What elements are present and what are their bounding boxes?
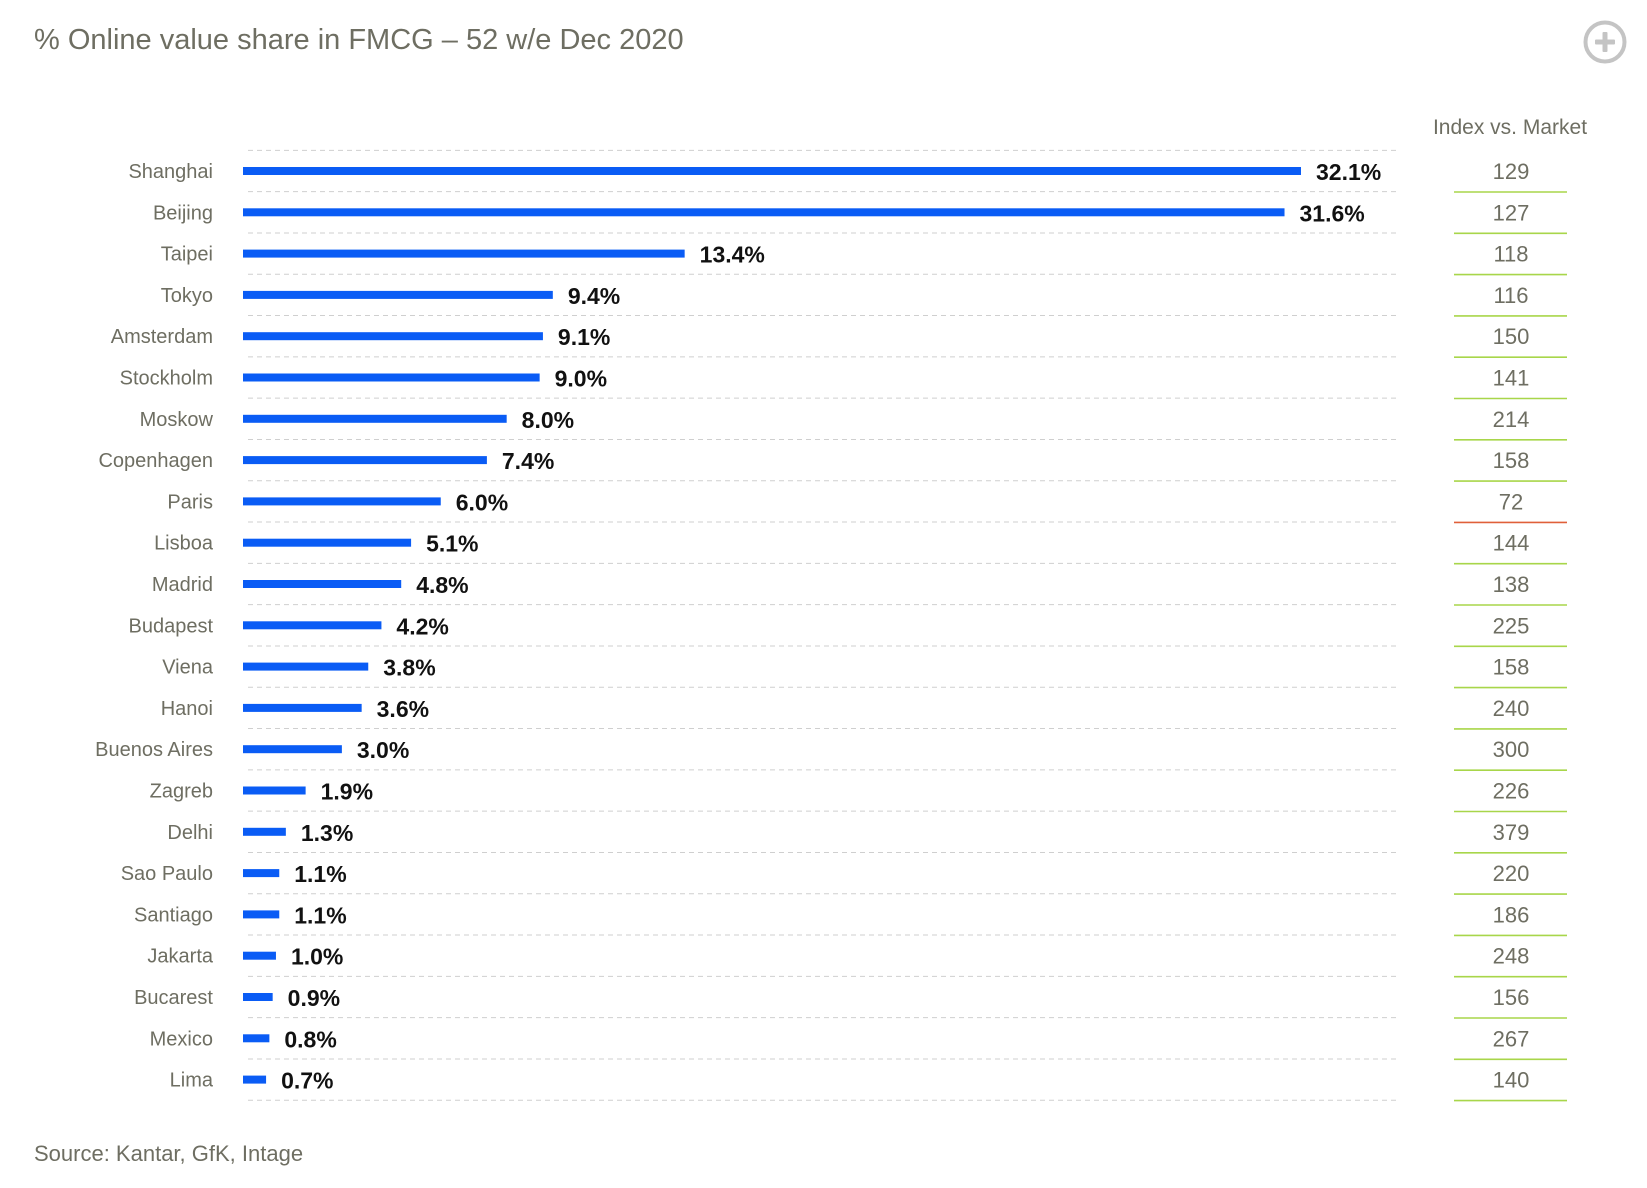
bar: [243, 662, 369, 671]
index-header: Index vs. Market: [1433, 116, 1587, 139]
category-label: Hanoi: [161, 698, 213, 720]
index-value: 127: [1493, 200, 1530, 225]
category-label: Viena: [162, 657, 214, 679]
value-label: 1.1%: [294, 902, 346, 928]
category-label: Paris: [167, 491, 213, 513]
bar: [243, 290, 553, 299]
bar: [243, 703, 362, 712]
value-label: 31.6%: [1300, 200, 1365, 226]
value-label: 13.4%: [700, 242, 765, 268]
category-label: Lima: [170, 1070, 214, 1092]
category-label: Santiago: [134, 904, 213, 926]
index-value: 240: [1493, 696, 1530, 721]
category-label: Budapest: [128, 615, 213, 637]
category-label: Bucarest: [134, 987, 213, 1009]
chart-title: % Online value share in FMCG – 52 w/e De…: [34, 24, 684, 56]
bar: [243, 1034, 270, 1043]
bar: [243, 910, 280, 919]
index-value: 141: [1493, 366, 1530, 391]
bar: [243, 456, 487, 465]
value-label: 8.0%: [522, 407, 574, 433]
value-label: 4.2%: [396, 613, 448, 639]
bar: [243, 580, 402, 588]
bar: [243, 827, 286, 836]
index-value: 226: [1493, 779, 1530, 804]
index-value: 144: [1493, 531, 1530, 556]
category-label: Madrid: [152, 574, 213, 596]
value-label: 32.1%: [1316, 159, 1381, 185]
bar: [243, 497, 441, 506]
bar-chart: Index vs. Market Shanghai 32.1% 129 Beijing 3…: [95, 116, 1587, 1102]
bar: [243, 993, 273, 1001]
value-label: 1.1%: [294, 861, 346, 887]
category-label: Zagreb: [150, 781, 213, 803]
index-value: 225: [1493, 613, 1530, 638]
value-label: 0.7%: [281, 1068, 333, 1094]
category-label: Amsterdam: [111, 326, 213, 348]
bar: [243, 373, 540, 382]
value-label: 9.0%: [555, 366, 607, 392]
index-value: 214: [1493, 407, 1530, 432]
index-value: 300: [1493, 737, 1530, 762]
value-label: 3.8%: [383, 655, 435, 681]
index-value: 150: [1493, 324, 1530, 349]
index-value: 156: [1493, 985, 1530, 1010]
index-value: 379: [1493, 820, 1530, 845]
index-value: 118: [1493, 242, 1528, 267]
plus-circle-icon[interactable]: [1583, 20, 1627, 64]
category-label: Beijing: [153, 202, 213, 224]
category-label: Delhi: [167, 822, 213, 844]
category-label: Stockholm: [120, 368, 213, 390]
index-value: 140: [1493, 1068, 1530, 1093]
bar: [243, 208, 1285, 217]
value-label: 7.4%: [502, 448, 554, 474]
bar: [243, 745, 342, 754]
category-label: Tokyo: [161, 285, 213, 307]
bar: [243, 1075, 267, 1084]
bar: [243, 786, 306, 795]
bar: [243, 869, 280, 878]
bar: [243, 538, 412, 547]
index-value: 248: [1493, 944, 1530, 969]
category-label: Copenhagen: [98, 450, 213, 472]
category-label: Taipei: [161, 244, 213, 266]
category-label: Lisboa: [154, 533, 214, 555]
index-value: 158: [1493, 448, 1530, 473]
value-label: 3.0%: [357, 737, 409, 763]
bar: [243, 332, 543, 341]
index-value: 267: [1493, 1026, 1530, 1051]
value-label: 1.0%: [291, 944, 343, 970]
index-value: 138: [1493, 572, 1530, 597]
value-label: 5.1%: [426, 531, 478, 557]
value-label: 9.1%: [558, 324, 610, 350]
index-value: 72: [1499, 489, 1523, 514]
bar: [243, 621, 382, 630]
category-label: Buenos Aires: [95, 739, 213, 761]
value-label: 0.9%: [288, 985, 340, 1011]
bar: [243, 249, 685, 258]
value-label: 1.3%: [301, 820, 353, 846]
value-label: 6.0%: [456, 489, 508, 515]
category-label: Jakarta: [147, 946, 213, 968]
category-label: Shanghai: [128, 161, 213, 183]
bar: [243, 414, 507, 423]
category-label: Sao Paulo: [121, 863, 213, 885]
category-label: Mexico: [150, 1028, 213, 1050]
index-value: 186: [1493, 902, 1530, 927]
value-label: 9.4%: [568, 283, 620, 309]
value-label: 0.8%: [284, 1026, 336, 1052]
index-value: 116: [1493, 283, 1528, 308]
index-value: 129: [1493, 159, 1530, 184]
value-label: 4.8%: [416, 572, 468, 598]
value-label: 3.6%: [377, 696, 429, 722]
source-note: Source: Kantar, GfK, Intage: [34, 1141, 304, 1166]
category-label: Moskow: [140, 409, 214, 431]
bar: [243, 951, 276, 960]
index-value: 158: [1493, 655, 1530, 680]
bar: [243, 167, 1301, 175]
index-value: 220: [1493, 861, 1530, 886]
value-label: 1.9%: [321, 779, 373, 805]
